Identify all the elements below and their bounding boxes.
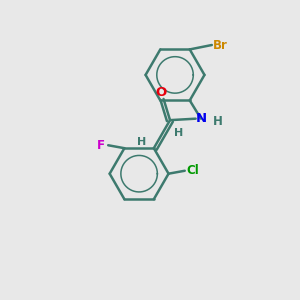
Text: H: H: [137, 137, 146, 147]
Text: O: O: [156, 86, 167, 99]
Text: H: H: [174, 128, 183, 137]
Text: N: N: [195, 112, 206, 125]
Text: Cl: Cl: [186, 164, 199, 177]
Text: Br: Br: [213, 38, 228, 52]
Text: H: H: [213, 115, 223, 128]
Text: F: F: [97, 139, 105, 152]
